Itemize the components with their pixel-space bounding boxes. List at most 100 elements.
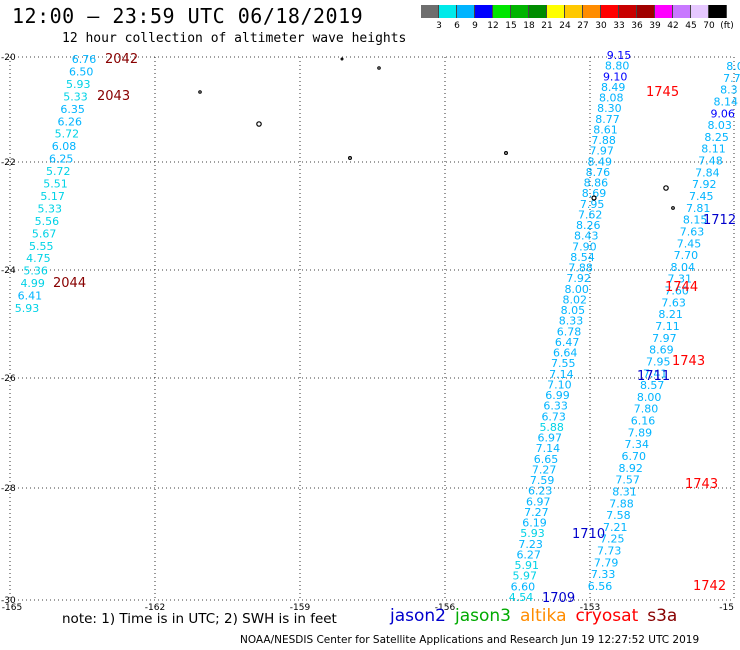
swh-value: 8.14 (714, 96, 739, 109)
lat-tick-label: -30 (1, 596, 16, 606)
swh-value: 6.33 (543, 400, 568, 413)
pass-time-label: 1744 (665, 280, 698, 295)
legend-label: 36 (631, 21, 643, 31)
legend-label: 70 (703, 21, 715, 31)
swh-value: 8.04 (671, 261, 696, 274)
legend-label: 42 (667, 21, 679, 31)
swh-value: 7.41 (643, 367, 668, 380)
swh-value: 7.23 (518, 538, 543, 551)
swh-value: 8.69 (649, 344, 674, 357)
lon-tick-label: -159 (290, 603, 311, 613)
swh-value: 6.08 (52, 140, 77, 153)
axis-labels: -20 -22 -24 -26 -28 -30-165 -162 -159 -156 -153 -1… (1, 53, 734, 613)
swh-value: 7.88 (568, 262, 593, 275)
page-subtitle: 12 hour collection of altimeter wave hei… (62, 31, 407, 46)
swh-value: 6.50 (69, 66, 94, 79)
page-title: 12:00 — 23:59 UTC 06/18/2019 (12, 4, 364, 28)
swh-value: 8.80 (605, 60, 630, 73)
swh-value: 8.49 (588, 155, 613, 168)
swh-value: 6.76 (72, 53, 97, 66)
swh-value: 7.73 (597, 545, 622, 558)
swh-value: 7.92 (692, 178, 717, 191)
legend-swatch (601, 5, 619, 18)
legend-swatch (529, 5, 547, 18)
legend-label: 21 (541, 21, 553, 31)
swh-value: 6.47 (555, 336, 580, 349)
swh-value: 6.64 (553, 347, 578, 360)
lon-tick-label: -156 (435, 603, 456, 613)
swh-value: 7.45 (677, 237, 702, 250)
pass-time-label: 1712 (703, 213, 736, 228)
island-marker (377, 66, 381, 70)
swh-value: 6.23 (528, 485, 553, 498)
swh-value: 8.03 (707, 119, 732, 132)
lat-tick-label: -22 (1, 158, 16, 168)
satellite-altika: altika (520, 606, 567, 626)
swh-value: 8.76 (586, 166, 611, 179)
pass-time-label: 1711 (637, 369, 670, 384)
island-marker (348, 156, 353, 161)
swh-value: 6.78 (557, 325, 582, 338)
lon-tick-label: -162 (145, 603, 165, 613)
legend-label: 39 (649, 21, 661, 31)
swh-value: 7.90 (572, 240, 597, 253)
lat-tick-label: -26 (1, 374, 16, 384)
lon-tick-label: -165 (2, 603, 22, 613)
legend-label: 24 (559, 21, 571, 31)
swh-value: 8.33 (559, 315, 584, 328)
swh-value: 7.60 (664, 285, 689, 298)
swh-value: 5.51 (43, 178, 68, 191)
swh-value: 4.75 (26, 252, 51, 265)
swh-value: 7.63 (661, 296, 686, 309)
swh-value: 5.33 (63, 90, 88, 103)
swh-value: 7.79 (594, 556, 619, 569)
pass-time-label: 1710 (572, 527, 605, 542)
swh-value: 5.36 (23, 265, 48, 278)
island-marker (671, 206, 675, 210)
legend-swatch (619, 5, 637, 18)
swh-value: 6.27 (516, 549, 541, 562)
swh-value: 7.97 (652, 332, 677, 345)
swh-value: 7.89 (628, 426, 653, 439)
swh-value: 7.88 (609, 497, 634, 510)
swh-value: 7.84 (695, 166, 720, 179)
legend-label: 18 (523, 21, 535, 31)
swh-value: 7.33 (591, 568, 616, 581)
legend-swatch (637, 5, 655, 18)
swh-value: 8.02 (563, 293, 588, 306)
legend-label: 45 (685, 21, 697, 31)
swh-value: 8.49 (601, 81, 626, 94)
swh-value: 8.15 (683, 214, 708, 227)
legend-swatch (673, 5, 691, 18)
swh-value: 6.56 (588, 580, 613, 593)
swh-value: 5.72 (46, 165, 71, 178)
swh-value: 8.3 (720, 84, 738, 97)
legend-swatch (475, 5, 493, 18)
swh-value: 5.72 (55, 128, 80, 141)
swh-value: 5.56 (35, 215, 60, 228)
pass-time-label: 1745 (646, 85, 679, 100)
swh-value: 7.21 (603, 521, 628, 534)
swh-value: 7.80 (634, 403, 659, 416)
lon-tick-label: -153 (580, 603, 600, 613)
legend-label: 3 (436, 21, 442, 31)
legend-swatch (655, 5, 673, 18)
satellite-legend: jason2 jason3 altika cryosat s3a (390, 606, 686, 626)
swh-value: 8.31 (612, 486, 637, 499)
swh-value: 8.86 (584, 177, 609, 190)
swh-value: 6.73 (541, 410, 566, 423)
swh-value: 5.67 (32, 227, 57, 240)
swh-value: 5.93 (520, 527, 545, 540)
legend-swatch (709, 5, 727, 18)
legend-swatch (511, 5, 529, 18)
swh-value: 7.55 (551, 357, 576, 370)
legend-label: 15 (505, 21, 517, 31)
pass-time-label: 1743 (672, 354, 705, 369)
satellite-cryosat: cryosat (575, 606, 639, 626)
island-marker (504, 151, 509, 156)
swh-value: 5.33 (38, 202, 63, 215)
swh-value: 8.77 (595, 113, 620, 126)
island-marker (256, 121, 262, 127)
legend-label: 6 (454, 21, 460, 31)
